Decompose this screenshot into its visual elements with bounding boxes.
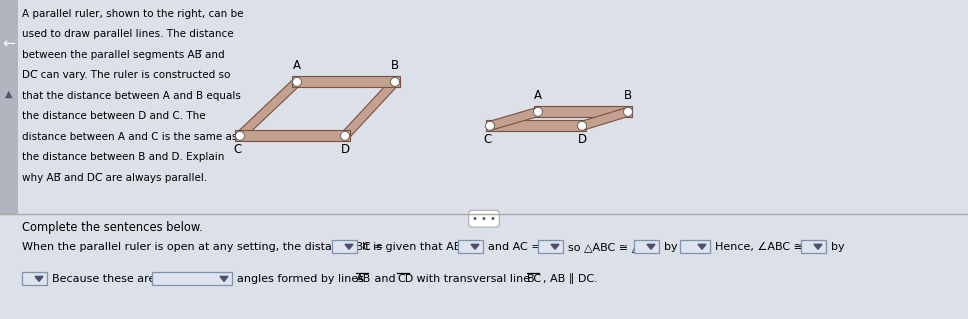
Polygon shape <box>342 79 398 139</box>
Polygon shape <box>235 130 350 141</box>
Polygon shape <box>345 244 353 249</box>
Polygon shape <box>551 244 559 249</box>
Text: why AB̅ and DC̅ are always parallel.: why AB̅ and DC̅ are always parallel. <box>22 173 207 183</box>
Text: D: D <box>341 143 349 156</box>
Text: between the parallel segments AB̅ and: between the parallel segments AB̅ and <box>22 50 225 60</box>
Circle shape <box>390 78 400 86</box>
Text: • • •: • • • <box>472 214 496 224</box>
Text: the distance between B and D. Explain: the distance between B and D. Explain <box>22 152 225 162</box>
Text: the distance between D and C. The: the distance between D and C. The <box>22 111 205 121</box>
Text: by: by <box>664 242 678 252</box>
Text: D: D <box>578 133 587 146</box>
Polygon shape <box>471 244 479 249</box>
Circle shape <box>235 131 245 140</box>
Bar <box>332 240 357 253</box>
Circle shape <box>341 131 349 140</box>
Bar <box>458 240 483 253</box>
Bar <box>680 240 710 253</box>
Text: distance between A and C is the same as: distance between A and C is the same as <box>22 132 237 142</box>
Text: AB: AB <box>356 274 372 284</box>
Text: angles formed by lines: angles formed by lines <box>237 274 368 284</box>
Text: A: A <box>293 59 301 72</box>
Polygon shape <box>698 244 706 249</box>
Bar <box>634 240 659 253</box>
Text: by: by <box>831 242 845 252</box>
Text: It is given that AB =: It is given that AB = <box>362 242 474 252</box>
Polygon shape <box>489 108 539 130</box>
Bar <box>538 240 563 253</box>
Bar <box>801 240 826 253</box>
Circle shape <box>486 121 495 130</box>
Text: Complete the sentences below.: Complete the sentences below. <box>22 221 203 234</box>
Circle shape <box>623 108 632 116</box>
Text: and: and <box>371 274 399 284</box>
Text: that the distance between A and B equals: that the distance between A and B equals <box>22 91 241 101</box>
Polygon shape <box>814 244 822 249</box>
Bar <box>0 0 18 214</box>
Text: Hence, ∠ABC ≅ ∠: Hence, ∠ABC ≅ ∠ <box>715 242 816 252</box>
Text: so △ABC ≅ △: so △ABC ≅ △ <box>568 242 640 252</box>
Bar <box>22 272 47 286</box>
Text: and AC =: and AC = <box>488 242 540 252</box>
Polygon shape <box>35 276 43 281</box>
Text: B: B <box>624 89 632 102</box>
Polygon shape <box>486 120 586 131</box>
Text: B: B <box>391 59 399 72</box>
Polygon shape <box>581 108 629 130</box>
Polygon shape <box>237 79 300 139</box>
Text: A: A <box>534 89 542 102</box>
Polygon shape <box>534 106 632 117</box>
Polygon shape <box>292 77 400 87</box>
Text: Because these are: Because these are <box>52 274 156 284</box>
Text: When the parallel ruler is open at any setting, the distance BC =: When the parallel ruler is open at any s… <box>22 242 383 252</box>
Text: ▲: ▲ <box>5 89 13 99</box>
Text: C: C <box>234 143 242 156</box>
Text: A parallel ruler, shown to the right, can be: A parallel ruler, shown to the right, ca… <box>22 9 244 19</box>
Circle shape <box>533 108 542 116</box>
Text: ←: ← <box>3 36 15 51</box>
Text: BC: BC <box>527 274 542 284</box>
Text: with transversal line: with transversal line <box>413 274 533 284</box>
Text: DC̅ can vary. The ruler is constructed so: DC̅ can vary. The ruler is constructed s… <box>22 70 230 80</box>
Text: C: C <box>484 133 492 146</box>
Text: used to draw parallel lines. The distance: used to draw parallel lines. The distanc… <box>22 29 233 40</box>
Polygon shape <box>220 276 228 281</box>
Bar <box>152 272 232 286</box>
Circle shape <box>578 121 587 130</box>
Text: , AB ∥ DC.: , AB ∥ DC. <box>543 273 598 284</box>
Circle shape <box>292 78 301 86</box>
Text: CD: CD <box>397 274 413 284</box>
Polygon shape <box>647 244 655 249</box>
